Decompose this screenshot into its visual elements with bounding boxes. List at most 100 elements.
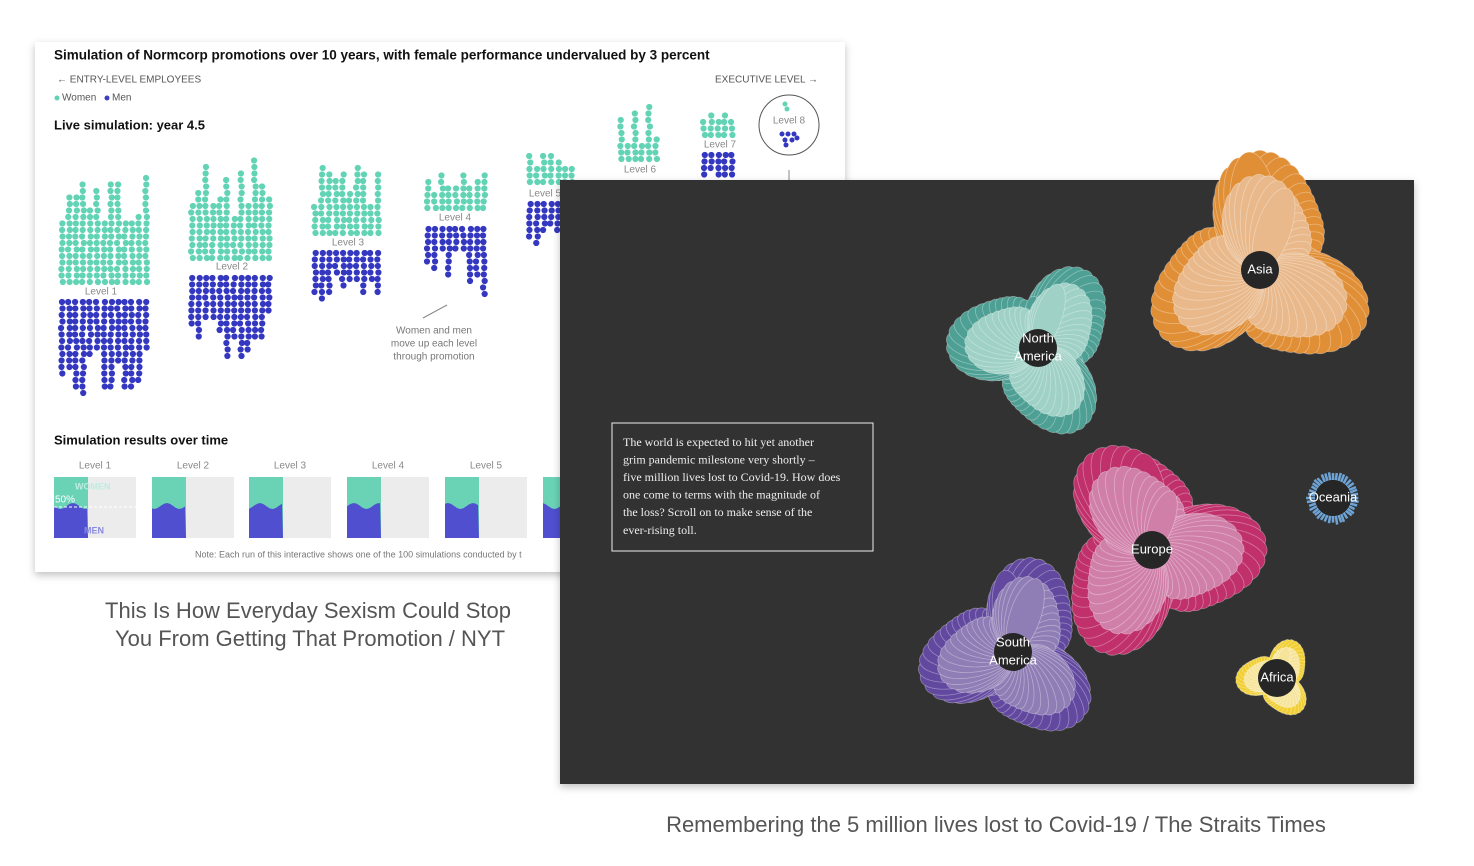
man-dot — [237, 313, 244, 321]
woman-dot — [224, 189, 231, 197]
level-label: Level 6 — [624, 165, 657, 176]
woman-dot — [189, 215, 196, 223]
man-dot — [244, 294, 251, 301]
woman-dot — [115, 220, 123, 227]
man-dot — [223, 287, 230, 295]
woman-dot — [143, 246, 150, 253]
woman-dot — [645, 116, 652, 124]
woman-dot — [196, 202, 203, 210]
man-dot — [326, 288, 333, 296]
man-dot — [223, 281, 230, 288]
man-dot — [93, 344, 100, 351]
woman-dot — [188, 209, 195, 216]
man-dot — [107, 305, 114, 312]
woman-dot — [223, 176, 230, 184]
woman-dot — [108, 220, 115, 227]
man-dot — [195, 326, 203, 334]
woman-dot — [646, 103, 653, 111]
woman-dot — [72, 213, 79, 221]
woman-dot — [237, 228, 244, 236]
man-dot — [73, 344, 80, 351]
man-dot — [87, 318, 94, 325]
woman-dot — [59, 239, 66, 247]
woman-dot — [445, 198, 452, 205]
woman-dot — [251, 235, 258, 242]
woman-dot — [196, 241, 203, 249]
woman-dot — [66, 194, 73, 201]
region-label: America — [989, 652, 1037, 667]
woman-dot — [87, 246, 94, 253]
woman-dot — [66, 220, 73, 227]
man-dot — [318, 295, 325, 302]
man-dot — [431, 238, 438, 246]
woman-dot — [72, 239, 79, 247]
man-dot — [122, 305, 129, 312]
man-dot — [79, 370, 87, 377]
woman-dot — [107, 213, 115, 221]
man-dot — [58, 357, 65, 364]
woman-dot — [375, 184, 382, 191]
man-dot — [533, 239, 540, 247]
woman-dot — [617, 116, 624, 124]
woman-dot — [237, 215, 244, 223]
man-dot — [333, 256, 340, 263]
woman-dot — [86, 207, 94, 214]
woman-dot — [339, 177, 346, 185]
woman-dot — [202, 170, 209, 177]
man-dot — [129, 324, 136, 332]
man-dot — [94, 324, 101, 332]
panel-label: Level 5 — [470, 461, 503, 472]
man-dot — [86, 337, 93, 345]
woman-dot — [94, 207, 101, 214]
man-dot — [122, 350, 129, 358]
man-dot — [431, 258, 439, 265]
woman-dot — [223, 196, 230, 203]
man-dot — [446, 225, 453, 233]
woman-dot — [142, 239, 149, 247]
man-dot — [258, 287, 266, 295]
woman-dot — [217, 222, 224, 229]
man-dot — [266, 294, 273, 301]
level-label: Level 3 — [332, 238, 365, 249]
woman-dot — [73, 265, 80, 273]
woman-dot — [439, 185, 446, 192]
tick — [1316, 477, 1324, 485]
woman-dot — [367, 223, 374, 230]
woman-dot — [452, 185, 460, 192]
man-dot — [107, 337, 114, 345]
woman-dot — [142, 187, 149, 195]
tick — [1340, 473, 1346, 483]
woman-dot — [460, 178, 467, 186]
woman-dot — [210, 202, 217, 210]
panel-label: Level 2 — [177, 461, 210, 472]
woman-dot — [223, 183, 230, 190]
woman-dot — [245, 248, 252, 255]
level-label: Level 4 — [439, 213, 472, 224]
man-dot — [128, 337, 135, 345]
man-dot — [474, 271, 481, 278]
woman-dot — [223, 235, 231, 242]
woman-dot — [196, 228, 203, 236]
man-dot — [231, 333, 238, 340]
woman-dot — [346, 210, 354, 217]
men-area — [249, 503, 283, 538]
woman-dot — [245, 202, 252, 210]
woman-dot — [238, 183, 245, 190]
woman-dot — [136, 272, 143, 279]
man-dot — [80, 389, 87, 397]
woman-dot — [632, 149, 639, 156]
woman-dot — [196, 235, 203, 242]
woman-dot — [114, 278, 121, 286]
woman-dot — [202, 235, 209, 242]
man-dot — [526, 226, 533, 234]
woman-dot — [714, 125, 721, 132]
woman-dot — [375, 171, 382, 178]
tick — [1344, 478, 1352, 487]
woman-dot — [114, 226, 121, 234]
man-dot — [238, 274, 245, 282]
woman-dot — [318, 203, 325, 211]
man-dot — [108, 376, 115, 384]
man-dot — [58, 363, 65, 371]
man-dot — [210, 313, 217, 321]
man-dot — [108, 298, 116, 306]
